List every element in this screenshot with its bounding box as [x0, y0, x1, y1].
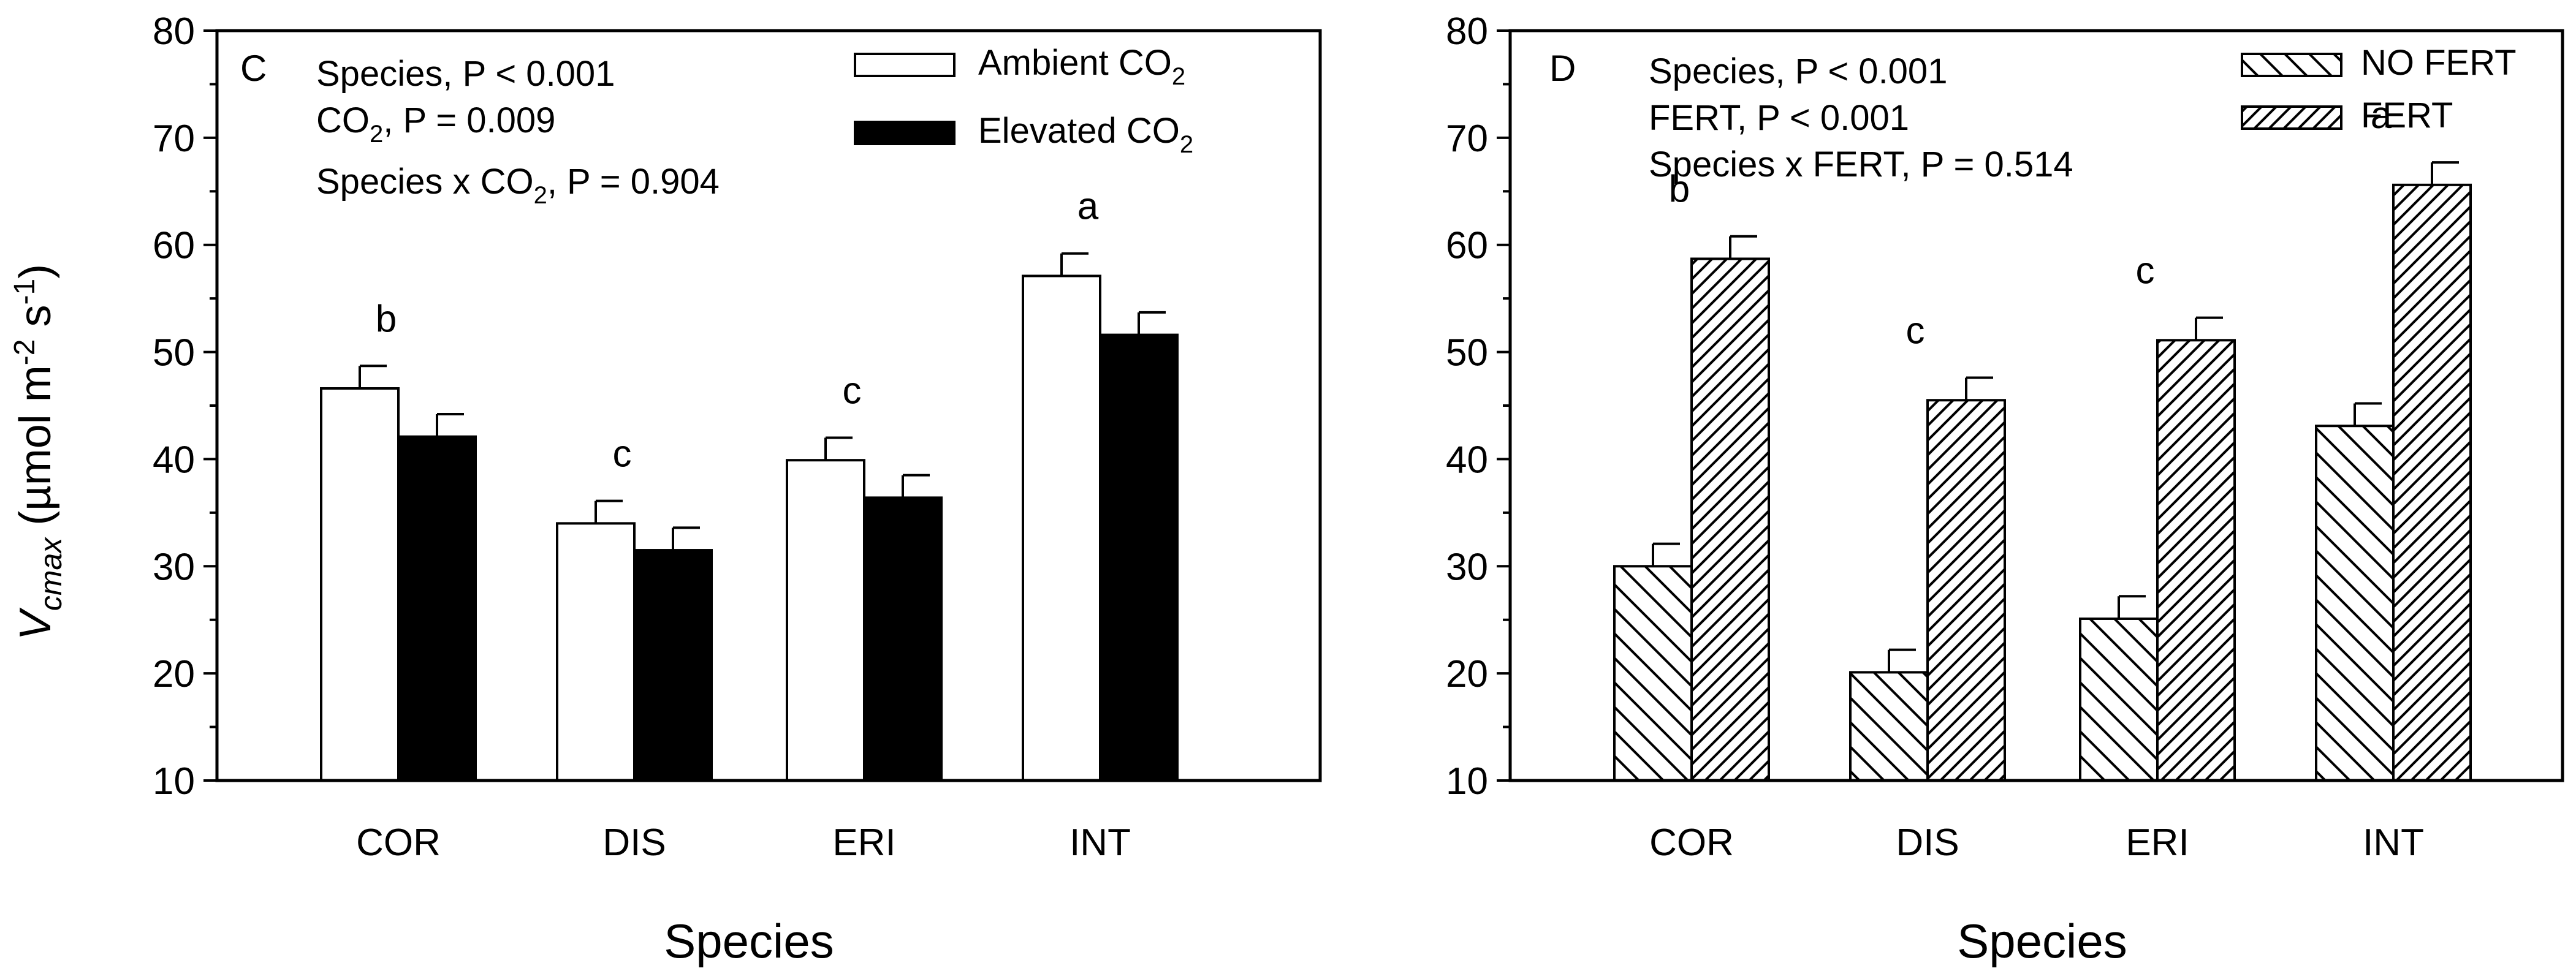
y-tick-label: 40 [1446, 439, 1488, 481]
bar-elevated-co2-int [1099, 333, 1179, 782]
stats-line-1-d: Species, P < 0.001 [1649, 51, 1947, 91]
x-tick-label-int: INT [1070, 822, 1131, 864]
legend-elevated-sub: 2 [1180, 131, 1193, 158]
y-axis-var-sub: cmax [34, 537, 68, 611]
bar-no-fert-int [2315, 425, 2395, 782]
y-tick-label: 20 [1446, 653, 1488, 695]
bar-no-fert-cor [1613, 565, 1693, 782]
bar-ambient-co2-cor [320, 387, 400, 782]
legend-swatch-fert [2241, 105, 2342, 130]
stats-3-c-post: , P = 0.904 [547, 162, 720, 202]
y-tick-label: 60 [153, 225, 195, 267]
bars-c: b c c a [320, 186, 1179, 782]
plot-frame-d [1508, 29, 2564, 782]
significance-letter: b [1669, 168, 1690, 211]
bar-fert-int [2392, 183, 2472, 782]
bar-ambient-co2-eri [786, 459, 865, 782]
panel-d: 10 20 30 40 50 60 70 80 b c c a COR DIS ERI INT D Spe… [1446, 10, 2564, 968]
bar-elevated-co2-dis [633, 549, 713, 782]
stats-line-3-d: Species x FERT, P = 0.514 [1649, 145, 2073, 184]
legend-swatch-elevated-co2 [854, 121, 956, 145]
stats-line-3-c: Species x CO2, P = 0.904 [316, 162, 720, 209]
y-tick-label: 20 [153, 653, 195, 695]
stats-2-c-pre: CO [316, 100, 370, 140]
bar-fert-cor [1690, 257, 1770, 782]
panel-label-c: C [240, 48, 267, 89]
legend-c: Ambient CO2 Elevated CO2 [854, 43, 1193, 158]
y-tick-label: 50 [153, 332, 195, 374]
stats-2-c-post: , P = 0.009 [383, 100, 555, 140]
y-axis-sup1: -2 [9, 339, 41, 366]
x-axis-c: COR DIS ERI INT [356, 822, 1131, 864]
y-tick-label: 70 [1446, 118, 1488, 160]
y-axis-c: 10 20 30 40 50 60 70 80 [153, 10, 217, 803]
bar-no-fert-eri [2079, 617, 2159, 782]
y-tick-label: 80 [1446, 10, 1488, 53]
y-axis-var: V [11, 607, 60, 640]
bar-ambient-co2-int [1022, 274, 1101, 782]
x-tick-label-eri: ERI [832, 822, 895, 864]
significance-letter: b [376, 298, 397, 340]
x-tick-label-eri: ERI [2126, 822, 2189, 864]
bars-d: b c c a [1613, 94, 2472, 782]
legend-label-ambient-co2: Ambient CO2 [978, 43, 1185, 90]
y-axis-title: Vcmax (µmol m-2 s-1) [9, 264, 68, 640]
plot-frame-c [215, 29, 1322, 782]
bar-fert-eri [2156, 339, 2236, 782]
stats-line-2-d: FERT, P < 0.001 [1649, 98, 1909, 138]
y-tick-label: 30 [153, 546, 195, 588]
legend-label-elevated-co2: Elevated CO2 [978, 111, 1193, 158]
bar-fert-dis [1926, 399, 2006, 782]
legend-label-no-fert: NO FERT [2361, 43, 2517, 83]
y-tick-label: 10 [153, 760, 195, 803]
legend-ambient-main: Ambient CO [978, 43, 1172, 83]
y-axis-unit-mid: s [11, 305, 60, 339]
panel-c: 10 20 30 40 50 60 70 80 b c c a COR DIS ERI INT C Spe… [153, 10, 1322, 968]
y-axis-unit-open: (µmol m [11, 365, 60, 537]
legend-label-fert: FERT [2361, 96, 2453, 135]
x-tick-label-int: INT [2363, 822, 2424, 864]
y-axis-sup2: -1 [9, 279, 41, 305]
stats-line-1-c: Species, P < 0.001 [316, 54, 615, 94]
bar-ambient-co2-dis [556, 522, 636, 782]
panel-label-d: D [1549, 48, 1576, 89]
x-axis-title-c: Species [664, 914, 834, 968]
y-tick-label: 10 [1446, 760, 1488, 803]
bar-elevated-co2-eri [863, 496, 943, 782]
y-tick-label: 50 [1446, 332, 1488, 374]
stats-line-2-c: CO2, P = 0.009 [316, 100, 555, 148]
significance-letter: c [613, 433, 632, 475]
legend-d: NO FERT FERT [2241, 43, 2517, 135]
x-tick-label-dis: DIS [1896, 822, 1959, 864]
y-axis-d: 10 20 30 40 50 60 70 80 [1446, 10, 1510, 803]
y-tick-label: 60 [1446, 225, 1488, 267]
significance-letter: c [2136, 250, 2155, 292]
x-tick-label-cor: COR [356, 822, 441, 864]
stats-2-c-sub: 2 [370, 121, 383, 148]
legend-swatch-no-fert [2241, 53, 2342, 77]
y-axis-unit-close: ) [11, 264, 60, 279]
y-tick-label: 30 [1446, 546, 1488, 588]
x-tick-label-dis: DIS [602, 822, 666, 864]
legend-swatch-ambient-co2 [854, 53, 956, 77]
bar-no-fert-dis [1849, 671, 1929, 782]
legend-ambient-sub: 2 [1172, 63, 1185, 90]
y-tick-label: 70 [153, 118, 195, 160]
significance-letter: c [1906, 310, 1925, 352]
stats-3-c-sub: 2 [534, 182, 547, 209]
x-axis-d: COR DIS ERI INT [1649, 822, 2424, 864]
stats-1-c-pre: Species, P < 0.001 [316, 54, 615, 94]
bar-elevated-co2-cor [397, 435, 477, 782]
x-axis-title-d: Species [1957, 914, 2127, 968]
y-tick-label: 80 [153, 10, 195, 53]
stats-3-c-pre: Species x CO [316, 162, 534, 202]
y-tick-label: 40 [153, 439, 195, 481]
legend-elevated-main: Elevated CO [978, 111, 1180, 151]
significance-letter: a [1077, 186, 1099, 228]
significance-letter: a [2371, 94, 2392, 137]
x-tick-label-cor: COR [1649, 822, 1734, 864]
significance-letter: c [843, 369, 862, 412]
